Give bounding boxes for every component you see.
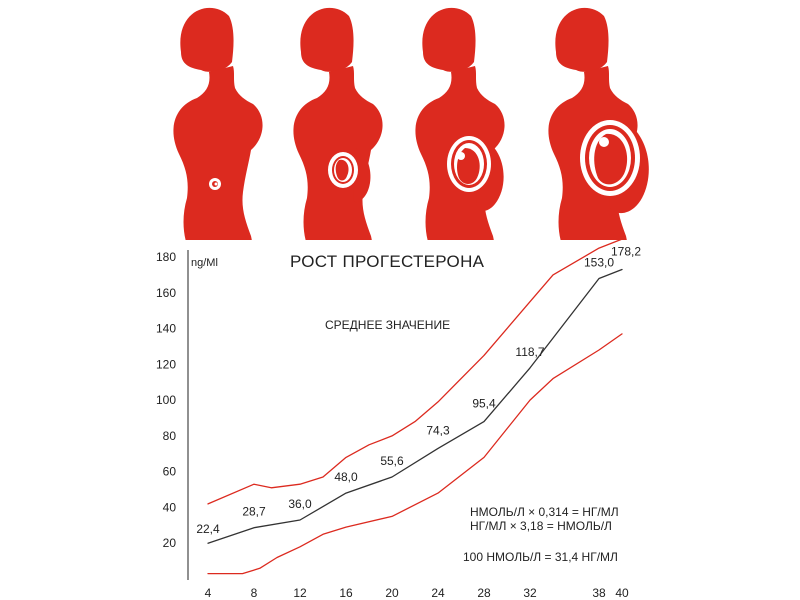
chart-title: РОСТ ПРОГЕСТЕРОНА	[290, 252, 485, 271]
conversion-note-3: 100 НМОЛЬ/Л = 31,4 НГ/МЛ	[463, 550, 618, 564]
mean-data-label: 153,0	[584, 255, 614, 269]
mean-data-label: 48,0	[334, 470, 358, 484]
lower-line	[207, 333, 623, 575]
series-lines	[207, 238, 623, 575]
data-labels: 22,4 28,7 36,0 48,0 55,6 74,3 95,4 118,7 153,017…	[196, 245, 641, 537]
mean-data-label: 118,7	[515, 345, 544, 359]
mean-data-label: 28,7	[242, 505, 266, 519]
x-tick-label: 32	[523, 586, 537, 600]
figure-2	[293, 7, 383, 240]
x-tick-label: 12	[293, 586, 307, 600]
figure-1	[173, 7, 263, 240]
y-tick-label: 160	[156, 286, 176, 300]
x-tick-label: 16	[339, 586, 353, 600]
conversion-notes: НМОЛЬ/Л × 0,314 = НГ/МЛ НГ/МЛ × 3,18 = Н…	[463, 505, 619, 564]
y-tick-label: 140	[156, 322, 176, 336]
mean-data-label: 95,4	[472, 397, 496, 411]
y-tick-label: 100	[156, 393, 176, 407]
x-tick-label: 38	[592, 586, 606, 600]
figures-row	[173, 7, 649, 240]
mean-data-label: 22,4	[196, 522, 220, 536]
y-tick-label: 80	[163, 429, 177, 443]
conversion-note-1: НМОЛЬ/Л × 0,314 = НГ/МЛ	[470, 505, 619, 519]
y-tick-label: 120	[156, 357, 176, 371]
upper-line	[207, 238, 623, 505]
x-tick-label: 4	[205, 586, 212, 600]
y-tick-label: 180	[156, 250, 176, 264]
mean-data-label: 74,3	[426, 423, 450, 437]
y-tick-label: 60	[163, 465, 177, 479]
embryo-icon	[209, 178, 221, 190]
figure-4	[548, 7, 649, 240]
figure-3	[415, 7, 505, 240]
mean-data-label: 55,6	[380, 454, 404, 468]
x-tick-label: 8	[251, 586, 258, 600]
conversion-note-2: НГ/МЛ × 3,18 = НМОЛЬ/Л	[470, 519, 612, 533]
x-tick-label: 20	[385, 586, 399, 600]
y-tick-label: 40	[163, 500, 177, 514]
mean-line	[207, 268, 623, 544]
pregnant-woman-small-bump-icon	[293, 7, 383, 240]
x-tick-label: 28	[477, 586, 491, 600]
fetus-medium-icon	[447, 136, 491, 192]
mean-data-label: 36,0	[288, 497, 312, 511]
y-tick-labels: 20 40 60 80 100 120 140 160 180	[156, 250, 176, 550]
y-axis-unit: ng/Ml	[191, 257, 218, 269]
chart-subtitle: СРЕДНЕЕ ЗНАЧЕНИЕ	[325, 318, 450, 332]
y-tick-label: 20	[163, 536, 177, 550]
fetus-large-icon	[580, 120, 640, 196]
x-tick-label: 24	[431, 586, 445, 600]
x-tick-labels: 4 8 12 16 20 24 28 32 38 40	[205, 586, 629, 600]
x-tick-label: 40	[615, 586, 629, 600]
fetus-small-icon	[328, 152, 358, 188]
mean-data-label: 178,2	[611, 245, 641, 259]
